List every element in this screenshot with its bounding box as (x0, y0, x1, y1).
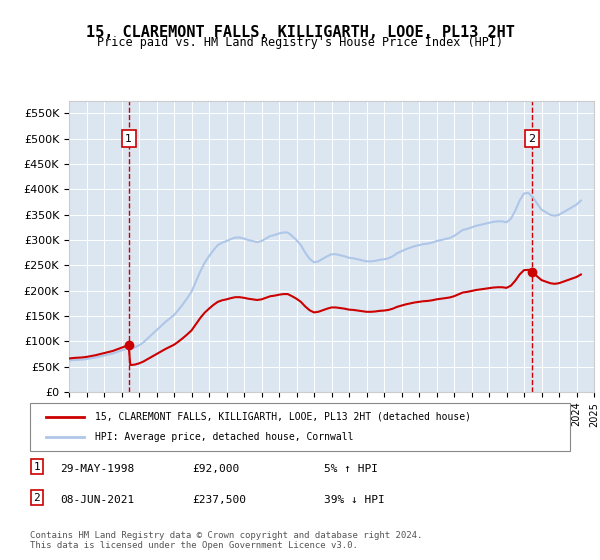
Text: 29-MAY-1998: 29-MAY-1998 (60, 464, 134, 474)
Text: Contains HM Land Registry data © Crown copyright and database right 2024.
This d: Contains HM Land Registry data © Crown c… (30, 530, 422, 550)
Text: 39% ↓ HPI: 39% ↓ HPI (324, 494, 385, 505)
FancyBboxPatch shape (31, 490, 43, 505)
Text: 5% ↑ HPI: 5% ↑ HPI (324, 464, 378, 474)
Text: 08-JUN-2021: 08-JUN-2021 (60, 494, 134, 505)
Text: HPI: Average price, detached house, Cornwall: HPI: Average price, detached house, Corn… (95, 432, 353, 442)
Text: 1: 1 (33, 462, 40, 472)
Text: £237,500: £237,500 (192, 494, 246, 505)
FancyBboxPatch shape (30, 403, 570, 451)
Text: 15, CLAREMONT FALLS, KILLIGARTH, LOOE, PL13 2HT (detached house): 15, CLAREMONT FALLS, KILLIGARTH, LOOE, P… (95, 412, 471, 422)
Text: 2: 2 (33, 493, 40, 502)
Text: Price paid vs. HM Land Registry's House Price Index (HPI): Price paid vs. HM Land Registry's House … (97, 36, 503, 49)
Text: 2: 2 (528, 134, 535, 144)
Text: 15, CLAREMONT FALLS, KILLIGARTH, LOOE, PL13 2HT: 15, CLAREMONT FALLS, KILLIGARTH, LOOE, P… (86, 25, 514, 40)
Text: £92,000: £92,000 (192, 464, 239, 474)
Text: 1: 1 (125, 134, 132, 144)
FancyBboxPatch shape (31, 459, 43, 474)
